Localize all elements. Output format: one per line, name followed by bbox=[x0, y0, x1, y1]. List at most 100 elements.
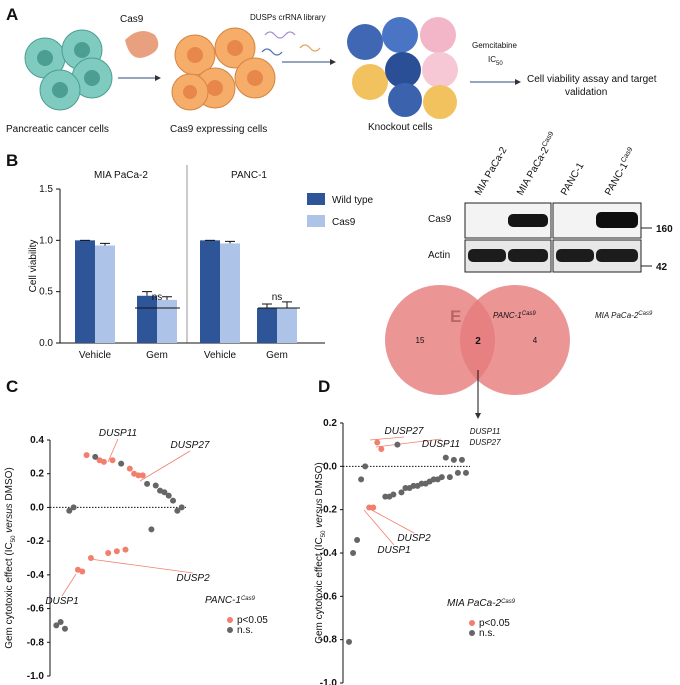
y-tick-label: 1.0 bbox=[39, 235, 53, 246]
point bbox=[92, 453, 99, 460]
readout: Cell viability assay and target bbox=[527, 74, 657, 85]
point bbox=[100, 458, 107, 465]
point bbox=[161, 489, 168, 496]
point bbox=[446, 474, 453, 481]
label-part: Gem cytotoxic effect (IC bbox=[314, 537, 325, 644]
panel-label: B bbox=[6, 151, 18, 170]
lane: PANC-1 bbox=[559, 161, 587, 198]
group-title: MIA PaCa-2 bbox=[94, 170, 148, 181]
label-part: 50 bbox=[321, 530, 327, 537]
error-bar bbox=[262, 303, 272, 309]
x-tick-label: Gem bbox=[146, 350, 168, 361]
point bbox=[374, 439, 381, 446]
blot-row: Cas9 bbox=[428, 214, 452, 225]
legend-title-sup: Cas9 bbox=[501, 599, 516, 605]
annotation: DUSP1 bbox=[45, 596, 78, 607]
lane-text: MIA PaCa-2 bbox=[515, 145, 552, 198]
blot-row: Actin bbox=[428, 250, 450, 261]
legend-label: p<0.05 bbox=[237, 615, 268, 626]
point bbox=[61, 625, 68, 632]
point bbox=[87, 555, 94, 561]
library-label: DUSPs crRNA library bbox=[250, 13, 326, 22]
annotation: DUSP1 bbox=[377, 545, 410, 556]
x-tick-label: Gem bbox=[266, 350, 288, 361]
point bbox=[118, 460, 125, 467]
point bbox=[390, 491, 397, 498]
count: 4 bbox=[533, 336, 538, 345]
leader bbox=[375, 438, 442, 448]
panel-a: A Cas9 DUSPs crRNA library Pancreatic ca… bbox=[6, 5, 657, 135]
caption: Knockout cells bbox=[368, 122, 432, 133]
count: 2 bbox=[475, 336, 481, 347]
point bbox=[53, 622, 60, 629]
ic-sub: 50 bbox=[496, 61, 503, 67]
legend-marker bbox=[227, 627, 233, 633]
y-tick-label: -0.2 bbox=[27, 536, 45, 547]
point bbox=[350, 550, 357, 556]
legend-marker bbox=[469, 620, 475, 626]
point bbox=[438, 474, 445, 481]
error-bar bbox=[142, 291, 152, 296]
ic-label: IC50 bbox=[488, 55, 503, 67]
annotation: DUSP27 bbox=[385, 426, 424, 437]
leader bbox=[89, 558, 194, 574]
point bbox=[454, 469, 461, 476]
lane: PANC-1Cas9 bbox=[602, 146, 639, 197]
leader bbox=[363, 509, 395, 546]
cancer-cells bbox=[24, 29, 113, 111]
y-axis-label: Gem cytotoxic effect (IC50 versus DMSO) bbox=[314, 462, 327, 644]
legend-label: p<0.05 bbox=[479, 618, 510, 629]
crRNA bbox=[261, 31, 321, 56]
y-tick-label: -0.6 bbox=[320, 591, 338, 602]
point bbox=[346, 638, 353, 645]
leader bbox=[139, 450, 191, 482]
lane-sup: Cas9 bbox=[620, 146, 634, 164]
point bbox=[135, 472, 142, 479]
y-tick-label: -1.0 bbox=[320, 678, 338, 685]
legend-label: Wild type bbox=[332, 195, 374, 206]
error-bar bbox=[225, 240, 235, 244]
legend-marker bbox=[469, 630, 475, 636]
lane: MIA PaCa-2 bbox=[473, 145, 510, 198]
y-tick-label: 0.5 bbox=[39, 287, 53, 298]
bar bbox=[277, 308, 297, 343]
point bbox=[126, 465, 133, 472]
x-tick-label: Vehicle bbox=[204, 350, 237, 361]
annotation: ns bbox=[152, 292, 163, 303]
label-part: DMSO) bbox=[4, 467, 15, 500]
point bbox=[113, 548, 120, 555]
legend-label: Cas9 bbox=[332, 217, 356, 228]
panel-label: A bbox=[6, 5, 18, 24]
legend-marker bbox=[227, 617, 233, 623]
point bbox=[109, 457, 116, 464]
point bbox=[152, 482, 159, 489]
error-bar bbox=[162, 296, 172, 300]
label-part: versus bbox=[4, 501, 15, 536]
set-label: PANC-1Cas9 bbox=[493, 311, 536, 320]
legend-title-text: PANC-1 bbox=[205, 595, 241, 606]
point bbox=[358, 476, 365, 483]
legend-swatch bbox=[307, 215, 325, 227]
y-tick-label: -0.8 bbox=[320, 635, 338, 646]
y-tick-label: 0.0 bbox=[39, 338, 53, 349]
legend-label: n.s. bbox=[237, 625, 253, 636]
error-bar bbox=[282, 301, 292, 309]
gene: DUSP27 bbox=[469, 438, 501, 447]
lane-sup: Cas9 bbox=[541, 131, 555, 149]
caption: Pancreatic cancer cells bbox=[6, 124, 109, 135]
bar bbox=[257, 308, 277, 343]
point bbox=[139, 472, 146, 479]
panel-e: E PANC-1Cas9 MIA PaCa-2Cas9 15 2 4 DUSP1… bbox=[385, 285, 653, 447]
point bbox=[83, 452, 90, 459]
point bbox=[105, 549, 112, 556]
y-tick-label: 0.0 bbox=[30, 502, 44, 513]
point bbox=[362, 463, 369, 470]
lane: MIA PaCa-2Cas9 bbox=[514, 131, 560, 198]
count: 15 bbox=[416, 336, 425, 345]
point bbox=[148, 526, 155, 533]
y-tick-label: -0.8 bbox=[27, 637, 45, 648]
annotation: DUSP27 bbox=[171, 440, 210, 451]
point bbox=[378, 446, 385, 452]
knockout-cells bbox=[347, 17, 458, 119]
